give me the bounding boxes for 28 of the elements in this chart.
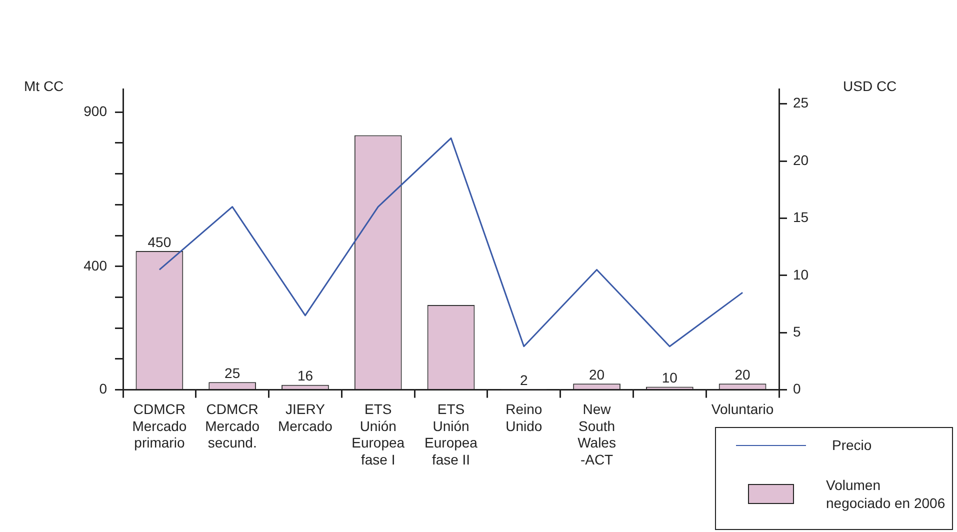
x-tick-label: Voluntario [711,401,774,418]
y-tick-label: 400 [84,257,108,274]
y2-axis-title: USD CC [843,78,897,94]
data-label: 20 [588,366,605,382]
data-label: 450 [148,234,172,250]
y2-tick-label: 10 [793,266,809,282]
data-label: 16 [297,368,314,384]
x-tick-label: CDMCR Mercado primario [132,401,187,451]
x-tick-label: Reino Unido [506,401,542,434]
y2-tick-label: 20 [793,152,809,168]
data-label: 20 [734,366,751,382]
y2-tick-label: 15 [793,209,809,226]
y-tick-label: 0 [99,380,108,397]
x-tick-label: JIERY Mercado [278,401,333,434]
y-tick-label: 900 [84,103,108,119]
data-label: 10 [662,370,678,386]
data-label: 25 [224,364,240,381]
x-tick-label: New South Wales -ACT [578,401,616,468]
legend-label: Precio [832,436,872,454]
y2-tick-label: 0 [793,380,801,397]
y-axis-title: Mt CC [24,78,64,94]
y2-tick-label: 5 [793,323,801,340]
legend-label: Volumen negociado en 2006 [826,476,946,512]
x-tick-label: CDMCR Mercado secund. [205,401,260,451]
y2-tick-label: 25 [793,94,809,111]
x-tick-label: ETS Unión Europea fase II [424,401,478,468]
data-label: 2 [520,372,528,388]
x-tick-label: ETS Unión Europea fase I [352,401,405,468]
